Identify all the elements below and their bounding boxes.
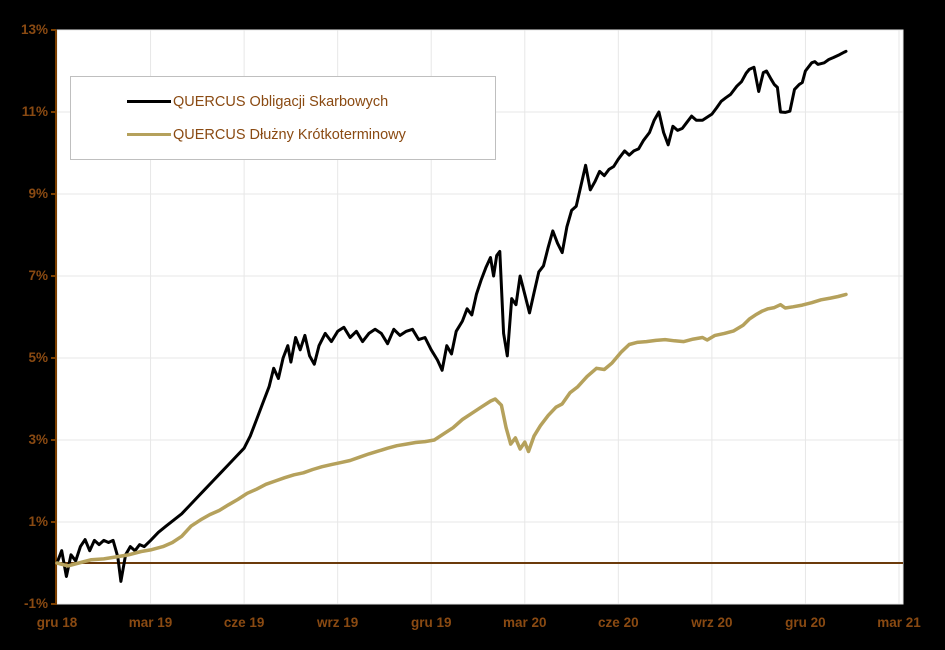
series-line-obligacji-skarbowych	[55, 49, 848, 583]
x-axis-label: mar 19	[128, 615, 173, 630]
legend-label-dluzny-krotkoterminowy: QUERCUS Dłużny Krótkoterminowy	[173, 126, 406, 143]
legend-swatch-gold-line-icon	[127, 133, 171, 136]
legend-label-obligacji-skarbowych: QUERCUS Obligacji Skarbowych	[173, 93, 389, 110]
legend-swatch-black-line-icon	[127, 100, 171, 103]
x-axis-label: wrz 20	[691, 615, 733, 630]
legend-item-dluzny-krotkoterminowy: QUERCUS Dłużny Krótkoterminowy	[127, 127, 495, 143]
x-axis-label: mar 20	[502, 615, 547, 630]
y-axis-label: 5%	[28, 350, 48, 365]
y-axis-label: 7%	[28, 268, 48, 283]
x-axis-label: mar 21	[877, 615, 921, 630]
legend-item-obligacji-skarbowych: QUERCUS Obligacji Skarbowych	[127, 94, 495, 110]
x-axis-label: cze 19	[223, 615, 265, 630]
x-axis-label: gru 20	[785, 615, 826, 630]
y-axis-label: 3%	[28, 432, 48, 447]
x-axis-label: gru 19	[410, 615, 452, 630]
x-axis-label: cze 20	[598, 615, 639, 630]
legend: QUERCUS Obligacji Skarbowych QUERCUS Dłu…	[70, 76, 496, 160]
y-axis-label: 13%	[20, 22, 48, 37]
y-axis-label: 9%	[28, 186, 48, 201]
y-axis-label: 11%	[21, 104, 48, 119]
y-axis-label: -1%	[23, 596, 48, 611]
series-line-dluzny-krotkoterminowy	[55, 292, 848, 568]
y-axis-label: 1%	[28, 514, 48, 529]
x-axis-label: gru 18	[36, 615, 78, 630]
x-axis-label: wrz 19	[317, 615, 359, 630]
